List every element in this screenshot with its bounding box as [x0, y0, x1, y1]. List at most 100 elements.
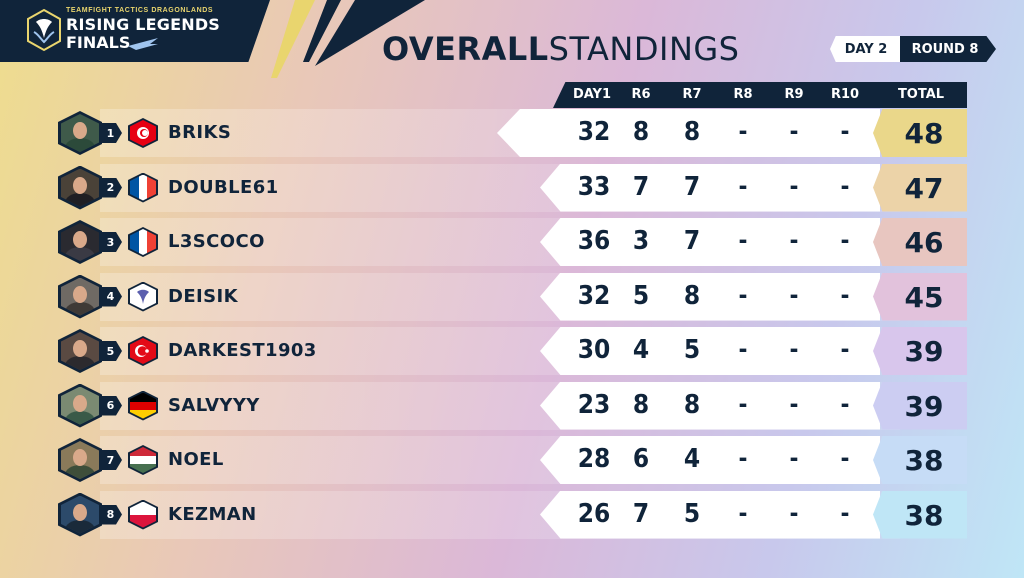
r9-score: - [789, 171, 799, 200]
r10-score: - [840, 171, 850, 200]
rank-badge: 3 [102, 232, 122, 252]
total-score: 38 [904, 498, 944, 532]
r10-score: - [840, 498, 850, 527]
r10-score: - [840, 226, 850, 254]
page-title: OVERALL STANDINGS [382, 30, 739, 72]
day1-score: 23 [577, 389, 611, 420]
player-name: DARKEST1903 [168, 340, 317, 361]
r9-score: - [789, 335, 799, 363]
r10-score: - [840, 280, 850, 309]
total-panel [873, 163, 967, 212]
r10-score: - [840, 444, 850, 472]
standings-row: 7 NOEL 28 6 4 - - - 38 [0, 436, 1024, 484]
player-name: L3SCOCO [168, 231, 265, 252]
r7-score: 8 [683, 117, 701, 147]
r8-score: - [738, 335, 748, 363]
r8-score: - [738, 444, 748, 472]
day1-score: 32 [577, 117, 611, 147]
column-r7: R7 [682, 87, 702, 102]
column-r6: R6 [631, 87, 651, 102]
standings-row: 4 DEISIK 32 5 8 - - - 45 [0, 272, 1024, 321]
rank-badge: 7 [102, 450, 122, 470]
r7-score: 7 [683, 226, 701, 256]
rank-badge: 6 [102, 395, 122, 416]
page-title-bold: OVERALL [382, 30, 549, 68]
tft-emblem-icon [27, 8, 61, 52]
player-avatar [58, 274, 102, 319]
total-panel [873, 327, 967, 375]
r6-score: 8 [632, 117, 650, 147]
r8-score: - [738, 498, 748, 527]
france-flag-icon [128, 172, 158, 203]
player-avatar [58, 438, 102, 482]
score-panel [540, 490, 880, 539]
total-panel [873, 272, 967, 321]
day1-score: 26 [577, 498, 611, 529]
event-logo-banner: TEAMFIGHT TACTICS DRAGONLANDS RISING LEG… [0, 0, 270, 62]
standings-row: 8 KEZMAN 26 7 5 - - - 38 [0, 490, 1024, 539]
score-panel [497, 109, 880, 157]
r9-score: - [789, 444, 799, 472]
day-indicator: DAY 2 [830, 36, 902, 62]
france-flag-icon [128, 227, 158, 257]
r6-score: 5 [632, 280, 650, 311]
player-avatar [58, 165, 102, 210]
r8-score: - [738, 226, 748, 254]
player-name: DEISIK [168, 285, 238, 307]
r10-score: - [840, 335, 850, 363]
event-kicker: TEAMFIGHT TACTICS DRAGONLANDS [66, 7, 214, 14]
score-panel [540, 381, 880, 430]
tunisia-flag-icon [128, 118, 158, 148]
r8-score: - [738, 171, 748, 200]
r10-score: - [840, 117, 850, 145]
player-avatar [58, 383, 102, 428]
day1-score: 36 [577, 226, 611, 256]
score-panel [540, 218, 880, 266]
column-total: TOTAL [897, 87, 945, 102]
standings-column-header: DAY1 R6 R7 R8 R9 R10 TOTAL [553, 82, 967, 108]
column-r9: R9 [784, 87, 804, 102]
total-panel [873, 218, 967, 266]
column-r8: R8 [733, 87, 753, 102]
total-score: 45 [904, 280, 944, 314]
score-panel [540, 436, 880, 484]
event-title: RISING LEGENDS [66, 15, 221, 34]
r7-score: 8 [683, 389, 701, 420]
total-score: 39 [904, 335, 944, 368]
total-panel [873, 381, 967, 430]
score-panel [540, 163, 880, 212]
r7-score: 4 [683, 444, 701, 474]
standings-row: 5 DARKEST1903 30 4 5 - - - 39 [0, 327, 1024, 375]
r7-score: 5 [683, 498, 701, 529]
tft-emblem-icon [128, 281, 158, 312]
r7-score: 8 [683, 280, 701, 311]
r7-score: 5 [683, 335, 701, 365]
hungary-flag-icon [128, 445, 158, 475]
column-r10: R10 [830, 87, 860, 102]
r6-score: 6 [632, 444, 650, 474]
r6-score: 3 [632, 226, 650, 256]
day1-score: 30 [577, 335, 611, 365]
player-avatar [58, 492, 102, 537]
player-name: BRIKS [168, 122, 232, 143]
player-name: KEZMAN [168, 503, 257, 525]
wing-icon [128, 38, 158, 50]
standings-row: 2 DOUBLE61 33 7 7 - - - 47 [0, 163, 1024, 212]
page-title-light: STANDINGS [548, 30, 740, 68]
total-score: 46 [904, 226, 944, 259]
r8-score: - [738, 117, 748, 145]
player-name: NOEL [168, 449, 224, 470]
germany-flag-icon [128, 390, 158, 421]
player-name: SALVYYY [168, 394, 260, 416]
column-day1: DAY1 [572, 87, 612, 102]
rank-badge: 2 [102, 177, 122, 198]
r6-score: 4 [632, 335, 650, 365]
score-panel [540, 327, 880, 375]
r6-score: 8 [632, 389, 650, 420]
standings-row: 6 SALVYYY 23 8 8 - - - 39 [0, 381, 1024, 430]
rank-badge: 8 [102, 504, 122, 525]
r9-score: - [789, 117, 799, 145]
player-name: DOUBLE61 [168, 176, 279, 198]
poland-flag-icon [128, 499, 158, 530]
r6-score: 7 [632, 171, 650, 202]
